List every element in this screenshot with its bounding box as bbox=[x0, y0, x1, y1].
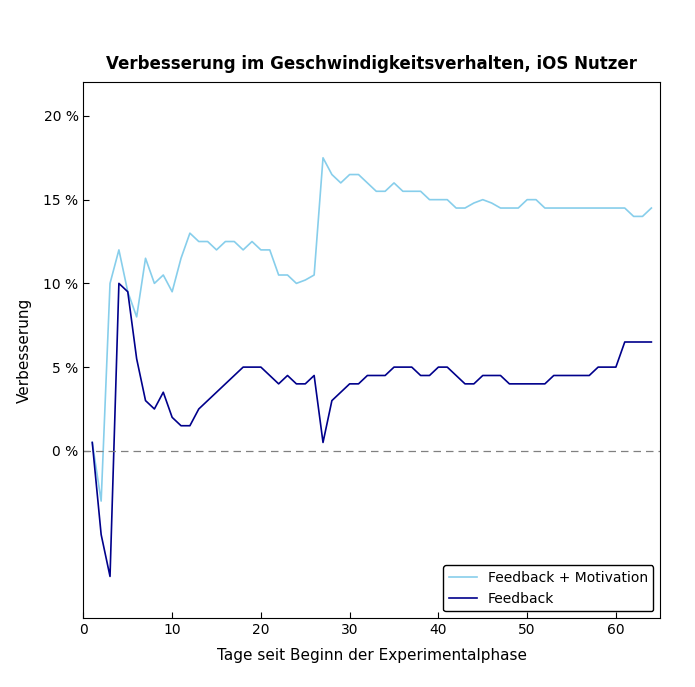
Feedback bbox=[416, 372, 425, 380]
Line: Feedback: Feedback bbox=[92, 283, 651, 576]
Feedback bbox=[88, 438, 97, 447]
Feedback + Motivation bbox=[461, 204, 469, 212]
Feedback + Motivation bbox=[88, 438, 97, 447]
Feedback + Motivation bbox=[381, 187, 389, 195]
Feedback + Motivation bbox=[647, 204, 655, 212]
Feedback bbox=[177, 422, 185, 430]
X-axis label: Tage seit Beginn der Experimentalphase: Tage seit Beginn der Experimentalphase bbox=[217, 649, 527, 663]
Feedback + Motivation bbox=[416, 187, 425, 195]
Feedback bbox=[470, 380, 478, 388]
Feedback bbox=[381, 372, 389, 380]
Feedback + Motivation bbox=[168, 288, 177, 296]
Feedback + Motivation bbox=[319, 154, 327, 162]
Legend: Feedback + Motivation, Feedback: Feedback + Motivation, Feedback bbox=[443, 565, 653, 611]
Feedback bbox=[115, 279, 123, 287]
Feedback bbox=[647, 338, 655, 346]
Feedback bbox=[461, 380, 469, 388]
Title: Verbesserung im Geschwindigkeitsverhalten, iOS Nutzer: Verbesserung im Geschwindigkeitsverhalte… bbox=[106, 54, 637, 73]
Y-axis label: Verbesserung: Verbesserung bbox=[17, 297, 32, 403]
Feedback bbox=[336, 388, 345, 396]
Feedback + Motivation bbox=[97, 497, 106, 505]
Feedback + Motivation bbox=[470, 199, 478, 207]
Feedback + Motivation bbox=[336, 179, 345, 187]
Feedback bbox=[106, 572, 114, 581]
Line: Feedback + Motivation: Feedback + Motivation bbox=[92, 158, 651, 501]
